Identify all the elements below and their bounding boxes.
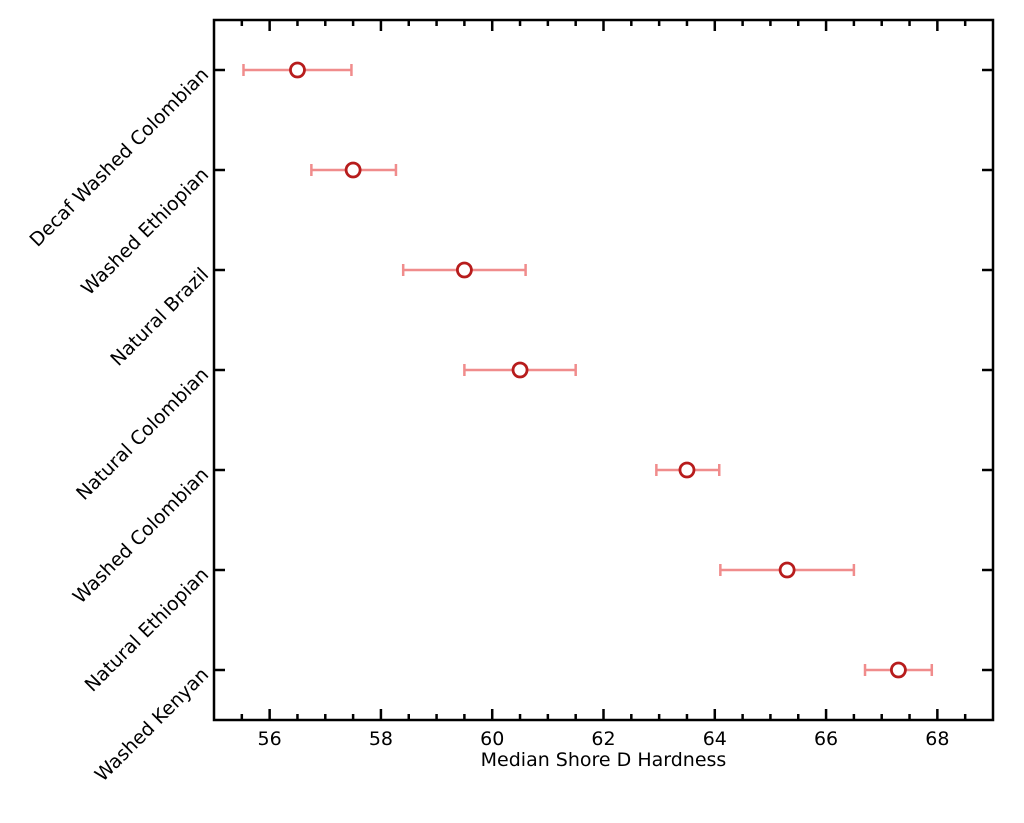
x-tick-label: 60	[480, 728, 504, 750]
x-tick-label: 66	[814, 728, 838, 750]
data-point	[344, 161, 362, 179]
x-tick-label: 56	[258, 728, 282, 750]
data-point	[778, 561, 796, 579]
x-tick-label: 58	[369, 728, 393, 750]
data-point	[289, 61, 306, 79]
x-tick-label: 68	[925, 728, 949, 750]
x-axis-label: Median Shore D Hardness	[481, 749, 727, 771]
y-tick-label: Decaf Washed Colombian	[26, 64, 214, 252]
plot-frame	[212, 18, 995, 722]
x-tick-label: 64	[703, 728, 727, 750]
data-point	[678, 461, 696, 479]
data-point	[455, 261, 473, 279]
x-tick-label: 62	[591, 728, 615, 750]
y-tick-label: Natural Brazil	[106, 264, 213, 371]
data-point	[511, 361, 529, 379]
data-point	[890, 661, 907, 679]
